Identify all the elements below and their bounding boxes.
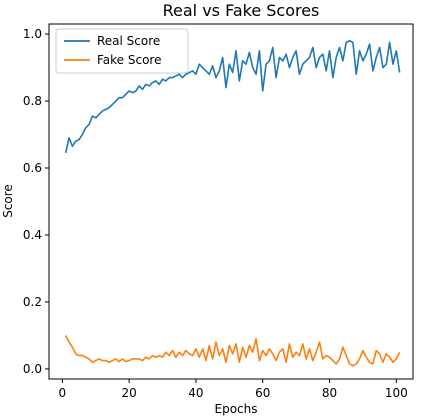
y-axis-label: Score <box>1 184 15 218</box>
plot-area: 0 20 40 60 80 100 0.0 0.2 0.4 0.6 0.8 1.0 <box>23 23 414 400</box>
series-line-fake-score <box>64 335 401 367</box>
axes-frame <box>48 23 414 380</box>
chart-title: Real vs Fake Scores <box>163 1 320 20</box>
legend: Real Score Fake Score <box>55 28 189 74</box>
x-axis-ticks: 0 20 40 60 80 100 <box>59 379 408 400</box>
x-axis-label: Epochs <box>215 402 258 416</box>
y-tick-label: 0.8 <box>23 94 42 108</box>
legend-label-fake-score: Fake Score <box>97 53 161 67</box>
y-tick-label: 0.0 <box>23 362 42 376</box>
x-tick-label: 0 <box>59 386 67 400</box>
legend-box <box>55 28 189 74</box>
y-axis-ticks: 0.0 0.2 0.4 0.6 0.8 1.0 <box>23 27 49 376</box>
x-tick-label: 80 <box>322 386 337 400</box>
x-tick-label: 100 <box>385 386 408 400</box>
y-tick-label: 0.2 <box>23 295 42 309</box>
x-tick-label: 20 <box>122 386 137 400</box>
series-line-real-score <box>64 39 401 154</box>
y-tick-label: 0.4 <box>23 228 42 242</box>
series-layer <box>64 39 401 367</box>
x-tick-label: 40 <box>188 386 203 400</box>
legend-label-real-score: Real Score <box>97 34 160 48</box>
x-tick-label: 60 <box>255 386 270 400</box>
y-tick-label: 1.0 <box>23 27 42 41</box>
y-tick-label: 0.6 <box>23 161 42 175</box>
